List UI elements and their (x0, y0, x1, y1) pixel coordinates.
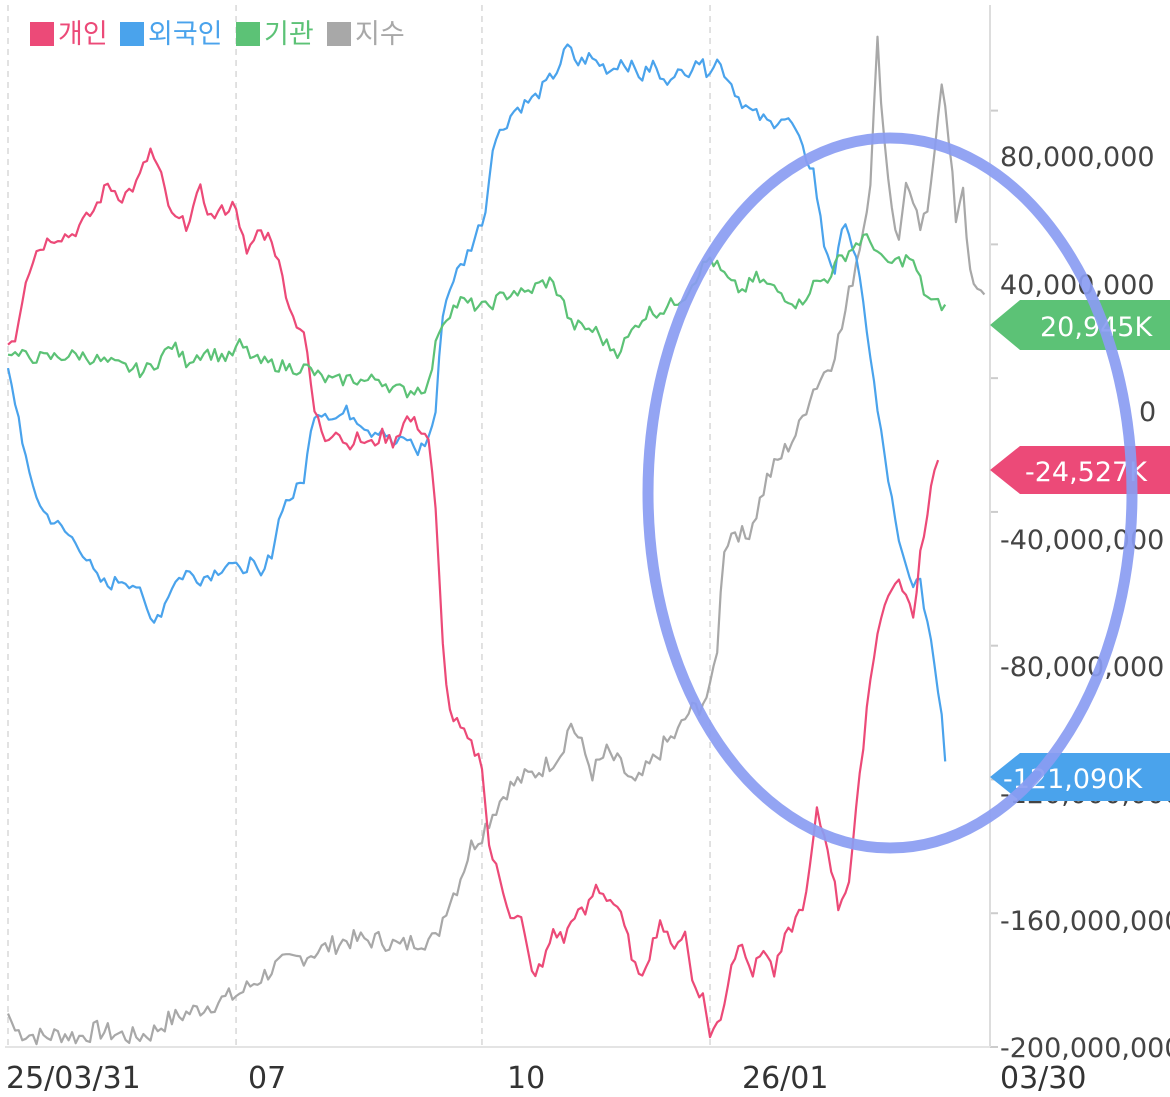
legend: 개인 외국인 기관 지수 (30, 19, 405, 50)
y-tick-label: -80,000,000 (1000, 652, 1164, 683)
highlight-ellipse (642, 132, 1138, 854)
legend-label-index: 지수 (355, 19, 405, 50)
x-tick-label: 10 (507, 1061, 545, 1096)
x-tick-label: 07 (248, 1061, 286, 1096)
legend-swatch-index (327, 22, 351, 46)
x-axis-tick-labels: 25/03/31 07 10 26/01 03/30 (6, 1061, 1086, 1096)
legend-swatch-foreign (120, 22, 144, 46)
y-tick-label: -200,000,000 (1000, 1033, 1170, 1064)
y-tick-label: 0 (1139, 397, 1156, 428)
legend-label-institution: 기관 (264, 19, 314, 50)
series-line-foreign (6, 43, 947, 762)
legend-label-individual: 개인 (58, 19, 108, 50)
y-tick-label: -40,000,000 (1000, 525, 1164, 556)
badge-shape-individual (990, 446, 1170, 494)
gridlines (7, 5, 711, 1047)
legend-label-foreign: 외국인 (148, 19, 223, 50)
badge-shape-foreign (990, 753, 1170, 801)
badge-shape-institution (990, 300, 1170, 350)
y-tick-marks (990, 109, 998, 1048)
series-layer (6, 35, 986, 1046)
x-tick-label: 03/30 (1000, 1061, 1086, 1096)
x-tick-label: 26/01 (742, 1061, 828, 1096)
y-tick-label: -160,000,000 (1000, 906, 1170, 937)
series-line-individual (7, 147, 940, 1039)
legend-swatch-individual (30, 22, 54, 46)
series-line-index (6, 35, 986, 1046)
y-axis-tick-labels: 80,000,000 40,000,000 0 -40,000,000 -80,… (1000, 142, 1170, 1064)
y-tick-label: 80,000,000 (1000, 142, 1155, 173)
x-tick-label: 25/03/31 (6, 1061, 141, 1096)
legend-swatch-institution (236, 22, 260, 46)
series-line-institution (7, 233, 947, 399)
